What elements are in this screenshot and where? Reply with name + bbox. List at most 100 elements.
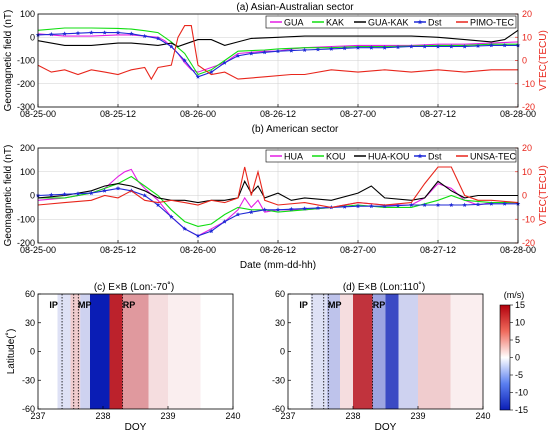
x-tick-label: 08-27-12 [420,245,456,255]
dst-point [395,203,401,208]
x-tick-label: 08-28-00 [500,109,536,119]
dst-point [355,45,361,50]
y-axis-label: Geomagnetic field (nT) [3,10,14,112]
dst-point [382,45,387,50]
dst-point [262,207,267,212]
x-tick-label: 08-26-00 [180,245,216,255]
legend-label: GUA [284,18,304,28]
dst-point [489,201,494,206]
panel-b-plot: 08-25-00 08-25-12 08-26-00 08-26-12 08-27-00… [3,143,549,255]
legend-label: GUA-KAK [368,18,409,28]
heatmap-band [340,294,353,409]
dst-point [49,31,54,37]
dst-point [89,190,94,196]
panel-a-plot: 08-25-00 08-25-12 08-26-00 08-26-12 08-27-00… [3,9,549,119]
heatmap-band [200,294,233,409]
x-tick-label: 08-27-12 [420,109,456,119]
dst-point [262,50,267,55]
dst-point [409,202,414,207]
y-tick-label: -60 [272,404,285,414]
dst-point [129,31,134,36]
colorbar-ticks: 15 10 5 0 -5 -10 -15 [510,300,528,415]
legend-label: PIMO-TEC [470,18,514,28]
y-tick-label: 0 [280,347,285,357]
dst-point [289,206,294,212]
dst-point [102,30,107,35]
x-tick-label: 08-25-12 [100,109,136,119]
panel-b-xlabel: Date (mm-dd-hh) [240,260,316,271]
y-tick-label: -100 [17,56,35,66]
phase-label-ip: IP [49,300,58,310]
y-tick-label: -60 [22,404,35,414]
dst-point [169,214,174,219]
dst-point [62,31,67,36]
legend-label: Dst [428,152,442,162]
legend-label: KOU [326,152,346,162]
dst-point [315,47,321,52]
dst-point [115,186,121,191]
y-tick-label: 60 [275,289,285,299]
dst-point [235,53,241,58]
x-tick-label: 08-27-00 [340,109,376,119]
dst-point [75,191,81,196]
dst-point [209,228,214,234]
colorbar [499,304,511,411]
dst-point [369,203,374,209]
x-tick-label: 08-26-00 [180,109,216,119]
legend-box [265,149,517,163]
y-tick-label: 30 [275,318,285,328]
x-tick-label: 08-27-00 [340,245,376,255]
panel-c-plot: IP MP RP 237 238 239 240 -60 -30 0 30 60 DOY Latitude… [5,289,241,432]
dst-point [329,46,334,51]
y-tick-label: 200 [20,143,35,153]
dst-point [369,45,374,50]
colorbar-tick-label: 0 [515,353,520,363]
dst-point [422,202,427,207]
y-tick-label: -100 [17,214,35,224]
dst-point [169,44,174,49]
dst-point [435,44,441,49]
x-tick-label: 238 [345,411,360,421]
dst-point [342,45,347,51]
y2-tick-label: -20 [522,238,535,248]
heatmap-band [372,294,386,409]
y-tick-label: 0 [30,347,35,357]
dst-point [155,36,161,41]
dst-point [355,203,361,209]
x-tick-label: 237 [30,411,45,421]
y2-tick-label: 0 [522,56,527,66]
x-tick-label: 08-25-00 [20,109,56,119]
heatmap-band [148,294,168,409]
dst-point [449,202,454,207]
dst-point [395,44,401,50]
legend-box [265,15,517,29]
dst-point [475,202,481,207]
legend-marker [417,19,423,25]
dst-point [502,43,507,48]
colorbar-tick-label: 10 [515,318,525,328]
dst-point [302,206,307,211]
dst-point [142,193,147,198]
x-axis-label: DOY [375,422,397,432]
y2-tick-label: 10 [522,32,532,42]
dst-point [89,30,94,35]
colorbar-tick-label: 5 [515,335,520,345]
dst-point [382,203,387,209]
y-tick-label: 100 [20,167,35,177]
legend-marker [417,153,423,159]
colorbar-tick-label: -15 [515,405,528,415]
series-line-hua-kou [37,180,518,204]
y2-tick-label: 10 [522,167,532,177]
dst-point [235,212,241,217]
heatmap-band [418,294,451,409]
y2-tick-label: -20 [522,102,535,112]
heatmap-band [57,294,71,409]
x-tick-label: 08-26-12 [260,109,296,119]
panel-c-title: (c) E×B (Lon:-70˚) [94,281,174,293]
y-tick-label: -200 [17,238,35,248]
x-tick-label: 08-25-00 [20,245,56,255]
dst-point [289,48,294,53]
y2-tick-label: 0 [522,191,527,201]
colorbar-unit: (m/s) [504,290,525,300]
x-tick-label: 08-25-12 [100,245,136,255]
